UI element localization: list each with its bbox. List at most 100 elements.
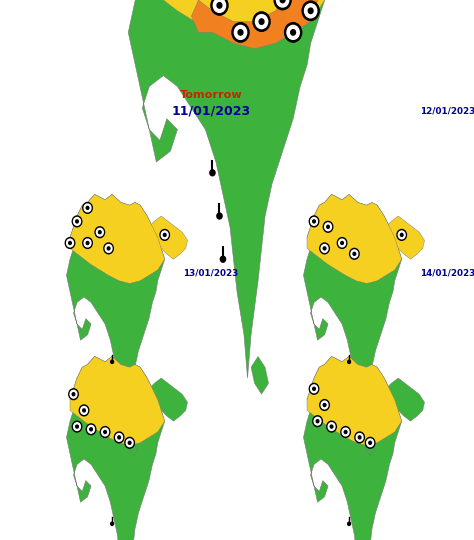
Polygon shape	[70, 194, 165, 284]
Polygon shape	[128, 0, 325, 378]
Circle shape	[84, 239, 91, 247]
Circle shape	[341, 241, 343, 245]
Circle shape	[309, 383, 319, 394]
Polygon shape	[251, 356, 269, 394]
Circle shape	[69, 241, 71, 245]
Circle shape	[330, 425, 333, 428]
Circle shape	[321, 245, 328, 252]
Circle shape	[321, 401, 328, 409]
Polygon shape	[70, 356, 165, 446]
Circle shape	[234, 25, 246, 39]
Circle shape	[210, 170, 215, 176]
Circle shape	[99, 231, 101, 234]
Circle shape	[84, 204, 91, 212]
Circle shape	[100, 427, 110, 437]
Text: 11/01/2023: 11/01/2023	[172, 104, 250, 117]
Circle shape	[126, 439, 133, 447]
Circle shape	[320, 400, 329, 410]
Polygon shape	[386, 378, 425, 421]
Circle shape	[96, 228, 103, 236]
Circle shape	[259, 19, 264, 24]
Polygon shape	[307, 194, 402, 284]
Circle shape	[313, 416, 322, 427]
Circle shape	[313, 387, 315, 390]
Circle shape	[66, 239, 73, 247]
Circle shape	[111, 360, 114, 363]
Circle shape	[353, 252, 356, 255]
Circle shape	[313, 220, 315, 223]
Circle shape	[76, 220, 78, 223]
Circle shape	[327, 421, 336, 432]
Polygon shape	[303, 194, 402, 448]
Polygon shape	[66, 194, 165, 448]
Polygon shape	[307, 356, 402, 446]
Circle shape	[72, 393, 75, 396]
Circle shape	[111, 522, 114, 525]
Circle shape	[107, 247, 110, 250]
Circle shape	[310, 218, 318, 225]
Circle shape	[88, 426, 94, 433]
Circle shape	[280, 0, 285, 3]
Circle shape	[125, 437, 135, 448]
Text: 12/01/2023: 12/01/2023	[420, 106, 474, 115]
Circle shape	[86, 241, 89, 245]
Circle shape	[310, 385, 318, 393]
Polygon shape	[365, 437, 374, 456]
Polygon shape	[386, 216, 425, 259]
Circle shape	[105, 245, 112, 252]
Circle shape	[160, 230, 170, 240]
Circle shape	[161, 231, 168, 239]
Circle shape	[90, 428, 92, 431]
Circle shape	[369, 441, 372, 444]
Polygon shape	[128, 437, 137, 456]
Circle shape	[101, 428, 109, 436]
Circle shape	[104, 243, 113, 254]
Circle shape	[65, 238, 75, 248]
Text: Tomorrow: Tomorrow	[180, 90, 242, 99]
Polygon shape	[149, 378, 188, 421]
Text: 14/01/2023: 14/01/2023	[420, 268, 474, 277]
Text: 13/01/2023: 13/01/2023	[183, 268, 238, 277]
Circle shape	[232, 23, 249, 42]
Circle shape	[238, 30, 243, 35]
Circle shape	[342, 428, 349, 436]
Circle shape	[347, 522, 350, 525]
Circle shape	[95, 227, 105, 238]
Circle shape	[104, 430, 106, 434]
Circle shape	[401, 233, 403, 237]
Circle shape	[341, 427, 350, 437]
Polygon shape	[66, 356, 165, 540]
Circle shape	[86, 206, 89, 210]
Circle shape	[337, 238, 347, 248]
Circle shape	[70, 390, 77, 398]
Circle shape	[73, 216, 82, 227]
Circle shape	[350, 248, 359, 259]
Circle shape	[73, 421, 82, 432]
Circle shape	[398, 231, 405, 239]
Circle shape	[287, 25, 299, 39]
Circle shape	[128, 441, 131, 444]
Circle shape	[347, 360, 350, 363]
Circle shape	[302, 1, 319, 21]
Circle shape	[164, 233, 166, 237]
Circle shape	[114, 432, 124, 443]
Circle shape	[365, 437, 375, 448]
Circle shape	[76, 425, 78, 428]
Circle shape	[79, 405, 89, 416]
Circle shape	[358, 436, 361, 439]
Circle shape	[217, 3, 222, 8]
Circle shape	[86, 424, 96, 435]
Circle shape	[118, 436, 120, 439]
Circle shape	[355, 432, 365, 443]
Circle shape	[323, 221, 333, 232]
Circle shape	[291, 30, 295, 35]
Circle shape	[81, 407, 88, 414]
Polygon shape	[191, 0, 318, 49]
Circle shape	[356, 434, 363, 441]
Circle shape	[83, 409, 85, 412]
Circle shape	[328, 423, 335, 430]
Circle shape	[314, 417, 321, 425]
Circle shape	[323, 403, 326, 407]
Circle shape	[323, 247, 326, 250]
Circle shape	[338, 239, 346, 247]
